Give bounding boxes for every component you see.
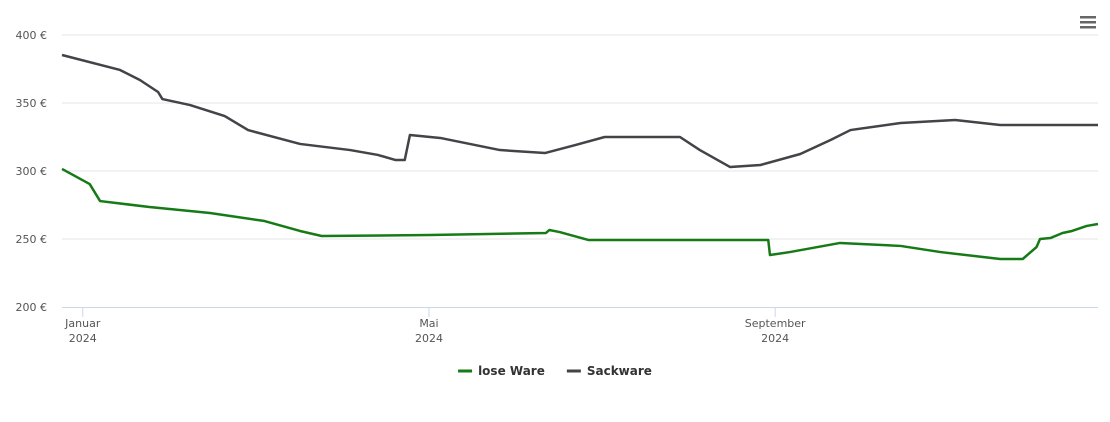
series-line	[61, 167, 1099, 261]
series-line	[61, 53, 1098, 169]
y-tick-label: 200 €	[16, 301, 48, 314]
x-tick-label: Januar 2024	[64, 317, 101, 345]
x-tick-label: September 2024	[745, 317, 806, 345]
legend-label: lose Ware	[478, 364, 545, 378]
y-tick-label: 400 €	[16, 29, 48, 42]
y-tick-label: 350 €	[16, 97, 48, 110]
legend-item[interactable]: Sackware	[566, 364, 652, 378]
menu-bar	[1080, 21, 1096, 24]
legend: lose Ware Sackware	[458, 364, 652, 378]
y-tick-label: 250 €	[16, 233, 48, 246]
legend-label: Sackware	[587, 364, 652, 378]
menu-button[interactable]	[1079, 15, 1097, 31]
menu-bar	[1080, 26, 1096, 29]
legend-item[interactable]: lose Ware	[458, 364, 545, 378]
y-tick-label: 300 €	[16, 165, 48, 178]
x-tick-label: Mai 2024	[415, 317, 443, 345]
menu-bar	[1080, 16, 1096, 19]
